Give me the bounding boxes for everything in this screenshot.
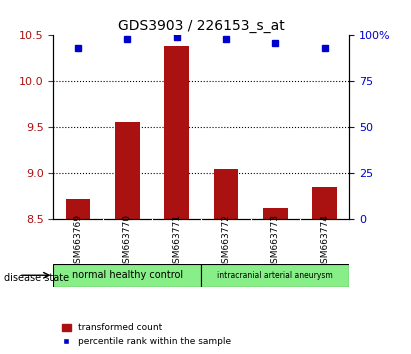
Text: GSM663772: GSM663772 xyxy=(222,214,231,269)
Text: GSM663769: GSM663769 xyxy=(74,214,83,269)
Text: GSM663774: GSM663774 xyxy=(320,214,329,269)
Bar xyxy=(164,46,189,219)
Bar xyxy=(312,187,337,219)
Text: GSM663771: GSM663771 xyxy=(172,214,181,269)
Text: intracranial arterial aneurysm: intracranial arterial aneurysm xyxy=(217,271,333,280)
Text: disease state: disease state xyxy=(4,273,69,283)
FancyBboxPatch shape xyxy=(53,264,201,287)
Bar xyxy=(214,169,238,219)
Bar xyxy=(263,209,288,219)
Title: GDS3903 / 226153_s_at: GDS3903 / 226153_s_at xyxy=(118,19,285,33)
FancyBboxPatch shape xyxy=(201,264,349,287)
Bar xyxy=(66,199,90,219)
Legend: transformed count, percentile rank within the sample: transformed count, percentile rank withi… xyxy=(58,320,235,349)
Text: GSM663773: GSM663773 xyxy=(271,214,280,269)
Text: GSM663770: GSM663770 xyxy=(123,214,132,269)
Text: normal healthy control: normal healthy control xyxy=(72,270,183,280)
Bar xyxy=(115,122,140,219)
